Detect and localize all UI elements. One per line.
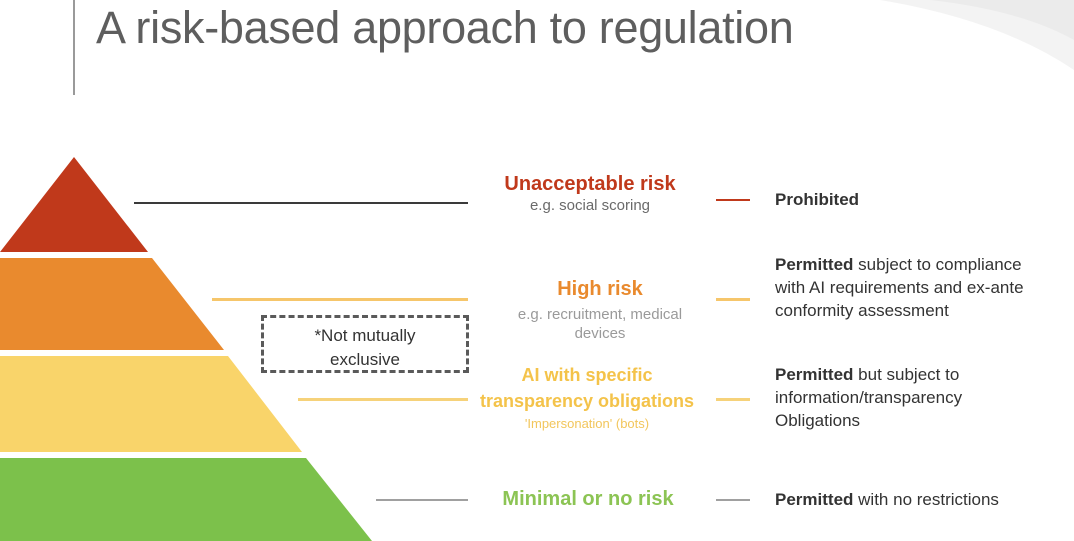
pyramid-tier-unacceptable [0, 157, 148, 252]
verdict-bold: Permitted [775, 255, 854, 274]
tier-name: Minimal or no risk [502, 488, 674, 510]
pyramid-tier-high [0, 258, 224, 350]
connector-right-high [716, 298, 750, 301]
connector-left-minimal [376, 499, 468, 501]
verdict-line: but subject to [858, 365, 960, 384]
tier-example: e.g. recruitment, medical devices [517, 306, 683, 342]
verdict-line: conformity assessment [775, 301, 949, 320]
verdict-bold: Prohibited [775, 190, 860, 209]
verdict-unacceptable: Prohibited [775, 188, 859, 211]
tier-name: High risk [557, 278, 643, 300]
tier-example: e.g. social scoring [529, 197, 651, 214]
tier-name: Unacceptable risk [504, 173, 676, 195]
connector-right-transparency [716, 398, 750, 401]
tier-label-transparency: AI with specific transparency obligation… [462, 362, 712, 433]
verdict-minimal: Permitted with no restrictions [775, 488, 999, 511]
slide-title: A risk-based approach to regulation [96, 2, 794, 53]
verdict-line: Obligations [775, 411, 861, 430]
connector-right-unacceptable [716, 199, 750, 201]
tier-example: 'Impersonation' (bots) [524, 416, 650, 431]
verdict-line: information/transparency [775, 388, 963, 407]
note-box: *Not mutually exclusive [261, 315, 469, 373]
verdict-high: Permitted subject to compliance with AI … [775, 253, 1024, 322]
connector-left-high [212, 298, 468, 301]
verdict-bold: Permitted [775, 365, 854, 384]
note-text: *Not mutually exclusive [314, 326, 416, 369]
title-rule [73, 0, 75, 95]
pyramid-tier-minimal [0, 458, 372, 541]
verdict-line: with no restrictions [858, 490, 999, 509]
verdict-transparency: Permitted but subject to information/tra… [775, 363, 962, 432]
connector-left-transparency [298, 398, 468, 401]
tier-name: AI with specific transparency obligation… [479, 365, 695, 411]
pyramid-tier-transparency [0, 356, 302, 452]
connector-left-unacceptable [134, 202, 468, 204]
tier-label-minimal: Minimal or no risk [470, 487, 706, 511]
tier-label-unacceptable: Unacceptable risk e.g. social scoring [470, 172, 710, 215]
tier-label-high: High risk e.g. recruitment, medical devi… [470, 277, 730, 343]
verdict-line: with AI requirements and ex-ante [775, 278, 1024, 297]
verdict-bold: Permitted [775, 490, 854, 509]
verdict-line: subject to compliance [858, 255, 1022, 274]
connector-right-minimal [716, 499, 750, 501]
